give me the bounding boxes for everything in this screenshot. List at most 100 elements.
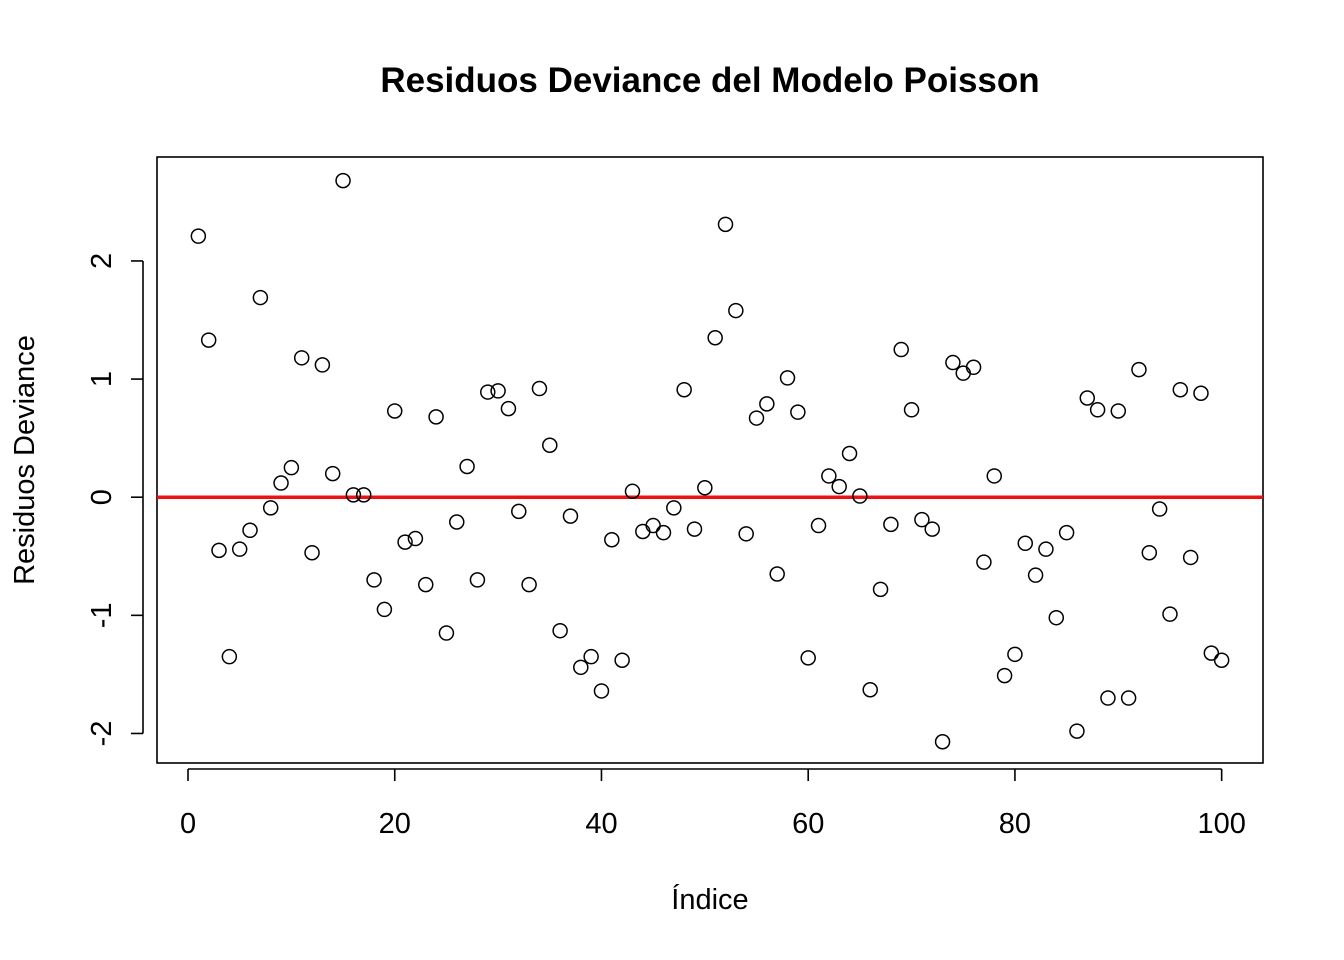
x-axis-label: Índice — [671, 883, 748, 916]
data-point — [883, 516, 899, 533]
x-tick-label: 40 — [585, 808, 617, 840]
x-tick-label: 80 — [999, 808, 1031, 840]
data-point — [800, 650, 816, 666]
data-point — [779, 370, 796, 386]
data-point — [252, 289, 269, 306]
data-point — [1151, 501, 1168, 517]
data-point — [397, 534, 413, 550]
data-point — [273, 475, 289, 491]
data-point — [707, 329, 723, 346]
data-point — [542, 437, 558, 453]
data-point — [1069, 723, 1085, 739]
data-point — [738, 526, 754, 542]
data-point — [459, 458, 475, 475]
plot-frame — [156, 156, 1264, 764]
data-point — [759, 396, 775, 412]
y-tick-label: 0 — [86, 489, 118, 505]
y-tick-label: 2 — [86, 253, 118, 269]
data-point — [1079, 390, 1096, 406]
data-point — [211, 542, 227, 559]
data-point — [480, 384, 496, 400]
points — [190, 172, 1230, 750]
data-point — [717, 216, 734, 233]
data-point — [635, 523, 651, 540]
data-point — [552, 622, 568, 639]
data-point — [438, 625, 455, 641]
data-point — [386, 403, 403, 419]
y-axis-label: Residuos Deviance — [9, 335, 41, 585]
data-point — [376, 601, 393, 618]
data-point — [231, 541, 248, 557]
data-point — [314, 357, 331, 373]
data-point — [697, 480, 713, 496]
data-point — [996, 667, 1013, 684]
data-point — [924, 521, 940, 537]
data-point — [914, 511, 930, 528]
data-point — [511, 503, 527, 520]
data-point — [955, 365, 971, 381]
data-point — [573, 659, 589, 676]
y-tick-label: -1 — [86, 602, 118, 628]
data-point — [324, 465, 341, 482]
data-point — [366, 572, 382, 588]
data-point — [1131, 361, 1147, 378]
data-point — [810, 517, 827, 534]
data-point — [304, 544, 320, 561]
data-point — [624, 483, 641, 500]
y-tick-label: 1 — [86, 371, 118, 387]
data-point — [1027, 567, 1044, 583]
data-point — [1193, 385, 1209, 402]
data-point — [748, 410, 765, 426]
data-point — [831, 478, 847, 495]
data-point — [1017, 535, 1034, 552]
data-point — [645, 517, 661, 534]
data-point — [1203, 645, 1220, 661]
data-point — [345, 487, 362, 503]
data-point — [1089, 402, 1106, 418]
data-point — [200, 332, 217, 348]
data-point — [1048, 609, 1065, 626]
data-point — [604, 531, 620, 548]
data-point — [934, 733, 951, 750]
data-point — [1182, 549, 1199, 566]
data-point — [283, 459, 300, 476]
data-point — [893, 341, 909, 358]
x-tick-label: 100 — [1197, 808, 1245, 840]
data-point — [562, 508, 579, 524]
data-point — [986, 468, 1003, 484]
data-point — [614, 652, 630, 668]
data-point — [1172, 381, 1189, 398]
data-point — [521, 576, 537, 593]
data-point — [583, 648, 599, 665]
data-point — [1162, 606, 1178, 622]
y-axis: -2 -1 0 1 2 — [86, 253, 144, 747]
x-axis: 0 20 40 60 80 100 — [180, 768, 1246, 840]
data-point — [1058, 524, 1075, 541]
data-point — [841, 445, 858, 462]
data-point — [490, 383, 506, 399]
data-point — [945, 354, 961, 371]
data-point — [728, 302, 744, 319]
data-point — [417, 576, 434, 593]
data-point — [242, 522, 258, 539]
data-point — [976, 554, 992, 570]
data-point — [965, 359, 982, 376]
x-tick-label: 0 — [180, 808, 196, 840]
data-point — [1110, 403, 1127, 419]
data-point — [1141, 544, 1158, 561]
data-point — [355, 487, 372, 503]
data-point — [293, 350, 310, 366]
y-tick-label: -2 — [86, 721, 118, 747]
data-point — [686, 521, 703, 537]
data-point — [862, 682, 878, 698]
data-point — [1213, 652, 1230, 668]
data-point — [407, 530, 424, 547]
data-point — [428, 409, 444, 425]
x-tick-label: 60 — [792, 808, 824, 840]
data-point — [821, 468, 837, 484]
data-point — [903, 402, 920, 418]
chart-title: Residuos Deviance del Modelo Poisson — [380, 61, 1039, 100]
data-point — [790, 404, 806, 420]
data-point — [593, 683, 610, 699]
data-point — [872, 581, 889, 598]
